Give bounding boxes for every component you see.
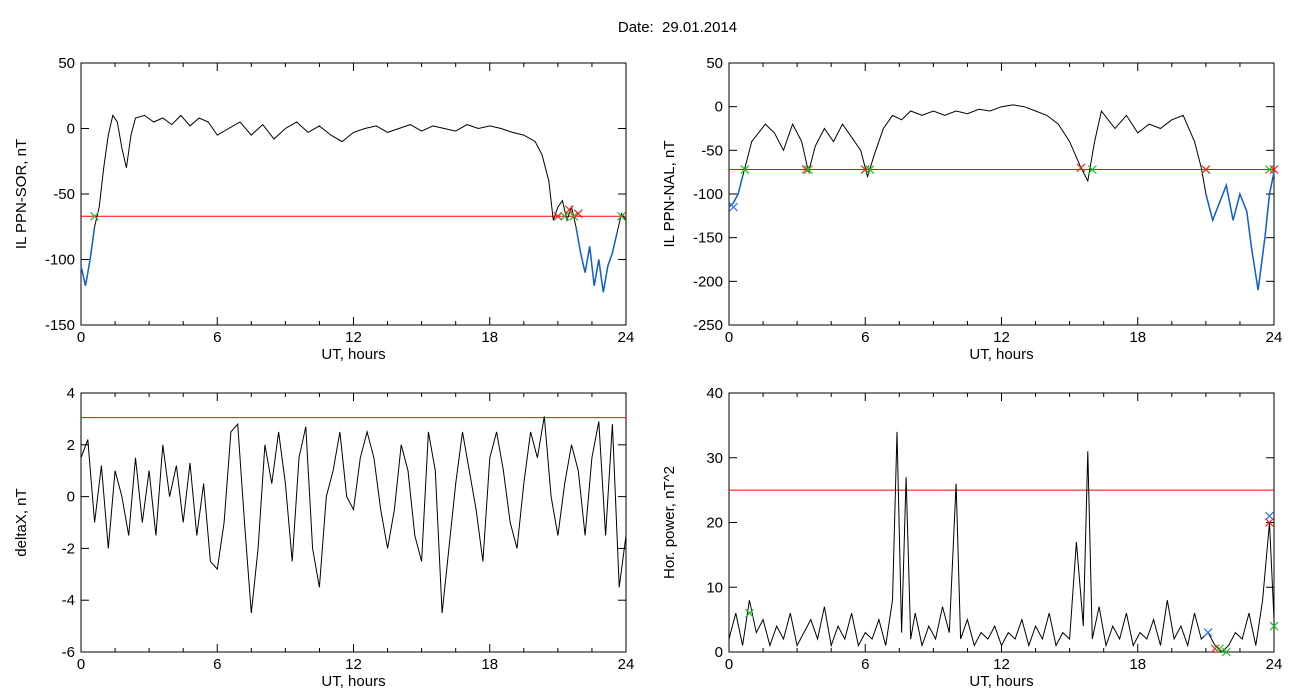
x-tick-label: 6	[213, 329, 221, 346]
event-marker	[730, 203, 738, 211]
y-axis-label: IL PPN-SOR, nT	[13, 139, 30, 249]
y-tick-label: -50	[53, 186, 75, 203]
y-tick-label: 50	[58, 55, 75, 72]
y-axis-label: IL PPN-NAL, nT	[661, 141, 678, 248]
x-tick-label: 0	[725, 656, 733, 673]
event-marker	[1077, 164, 1085, 172]
x-tick-label: 24	[618, 329, 635, 346]
x-tick-label: 6	[861, 329, 869, 346]
x-tick-label: 18	[481, 656, 498, 673]
y-tick-label: -6	[62, 644, 75, 661]
plot-frame	[729, 63, 1274, 325]
x-tick-label: 18	[1129, 329, 1146, 346]
y-tick-label: -150	[693, 230, 723, 247]
y-tick-label: 4	[67, 385, 75, 402]
plot-frame	[81, 393, 626, 652]
y-tick-label: 0	[67, 489, 75, 506]
y-tick-label: 0	[715, 99, 723, 116]
x-tick-label: 18	[481, 329, 498, 346]
x-tick-label: 12	[345, 329, 362, 346]
y-tick-label: -200	[693, 273, 723, 290]
y-tick-label: 30	[706, 450, 723, 467]
x-tick-label: 6	[213, 656, 221, 673]
x-tick-label: 12	[993, 656, 1010, 673]
x-tick-label: 12	[993, 329, 1010, 346]
plot-frame	[729, 393, 1274, 652]
sub-threshold-segment	[576, 227, 617, 292]
panel-il-ppn-sor: 0 6 12 18 24 -150 -100 -50 0 50 UT, hours IL PPN-SO…	[13, 55, 634, 363]
y-tick-label: -50	[701, 142, 723, 159]
y-tick-label: 0	[67, 121, 75, 138]
sub-threshold-segment	[1206, 172, 1274, 290]
panel-hor-power: 0 6 12 18 24 0 10 20 30 40 UT, hours Hor. power, nT…	[661, 385, 1282, 690]
event-marker	[1265, 512, 1273, 520]
x-axis-label: UT, hours	[321, 673, 385, 690]
x-axis-label: UT, hours	[969, 346, 1033, 363]
y-tick-label: -2	[62, 540, 75, 557]
x-tick-label: 0	[77, 656, 85, 673]
y-tick-label: -250	[693, 317, 723, 334]
series-line	[729, 105, 1274, 290]
x-tick-label: 0	[77, 329, 85, 346]
y-tick-label: 2	[67, 437, 75, 454]
series-line	[729, 432, 1274, 652]
y-axis-label: Hor. power, nT^2	[661, 466, 678, 579]
y-tick-label: -4	[62, 592, 75, 609]
series-line	[81, 115, 626, 292]
y-tick-label: 0	[715, 644, 723, 661]
x-tick-label: 24	[618, 656, 635, 673]
x-tick-label: 24	[1266, 656, 1283, 673]
chart-canvas: 0 6 12 18 24-150-100-50050UT, hoursIL PPN-SO…	[0, 0, 1300, 700]
panel-il-ppn-nal: 0 6 12 18 24 -250 -200 -150 -100 -50 0 50 UT, hours I…	[661, 55, 1282, 363]
x-tick-label: 18	[1129, 656, 1146, 673]
y-tick-label: -100	[45, 252, 75, 269]
plot-frame	[81, 63, 626, 325]
y-tick-label: 40	[706, 385, 723, 402]
y-tick-label: 10	[706, 579, 723, 596]
series-line	[81, 416, 626, 613]
sub-threshold-segment	[729, 177, 743, 208]
x-tick-label: 6	[861, 656, 869, 673]
x-tick-label: 0	[725, 329, 733, 346]
y-tick-label: 20	[706, 515, 723, 532]
y-tick-label: 50	[706, 55, 723, 72]
y-tick-label: -100	[693, 186, 723, 203]
x-tick-label: 24	[1266, 329, 1283, 346]
event-marker	[1204, 629, 1212, 637]
x-axis-label: UT, hours	[321, 346, 385, 363]
y-tick-label: -150	[45, 317, 75, 334]
sub-threshold-segment	[81, 227, 95, 286]
y-axis-label: deltaX, nT	[13, 488, 30, 556]
x-tick-label: 12	[345, 656, 362, 673]
x-axis-label: UT, hours	[969, 673, 1033, 690]
